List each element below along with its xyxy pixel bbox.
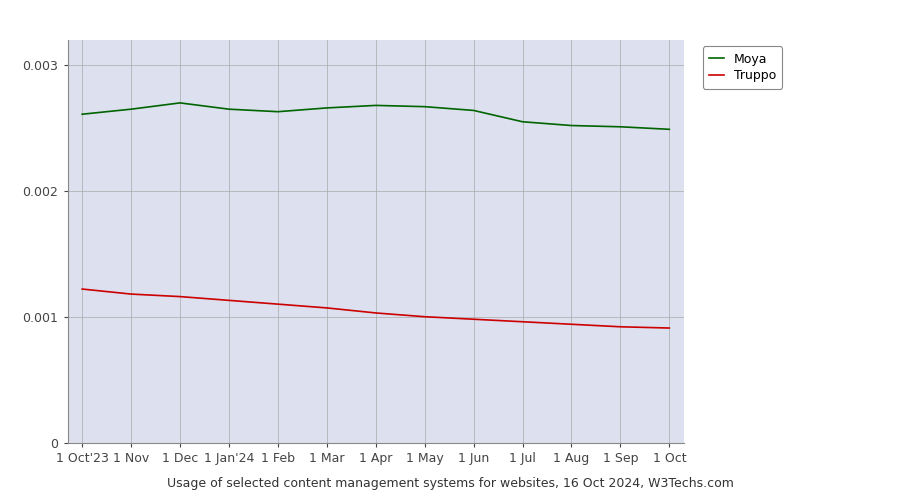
Moya — [566, 122, 577, 128]
Truppo — [518, 319, 528, 325]
Truppo — [223, 298, 234, 304]
Moya — [126, 106, 137, 112]
Truppo — [419, 314, 430, 320]
Moya — [518, 119, 528, 125]
Moya — [419, 104, 430, 110]
Truppo — [615, 324, 626, 330]
Truppo — [175, 294, 185, 300]
Truppo — [76, 286, 87, 292]
Moya — [175, 100, 185, 106]
Moya — [223, 106, 234, 112]
Line: Truppo: Truppo — [82, 289, 670, 328]
Moya — [615, 124, 626, 130]
Legend: Moya, Truppo: Moya, Truppo — [703, 46, 782, 88]
Moya — [76, 111, 87, 117]
Moya — [321, 105, 332, 111]
Truppo — [566, 322, 577, 328]
Line: Moya: Moya — [82, 103, 670, 130]
Truppo — [664, 325, 675, 331]
Truppo — [126, 291, 137, 297]
Moya — [371, 102, 382, 108]
Truppo — [371, 310, 382, 316]
Text: Usage of selected content management systems for websites, 16 Oct 2024, W3Techs.: Usage of selected content management sys… — [166, 477, 733, 490]
Truppo — [468, 316, 479, 322]
Truppo — [273, 301, 284, 307]
Truppo — [321, 305, 332, 311]
Moya — [664, 126, 675, 132]
Moya — [468, 108, 479, 114]
Moya — [273, 108, 284, 114]
